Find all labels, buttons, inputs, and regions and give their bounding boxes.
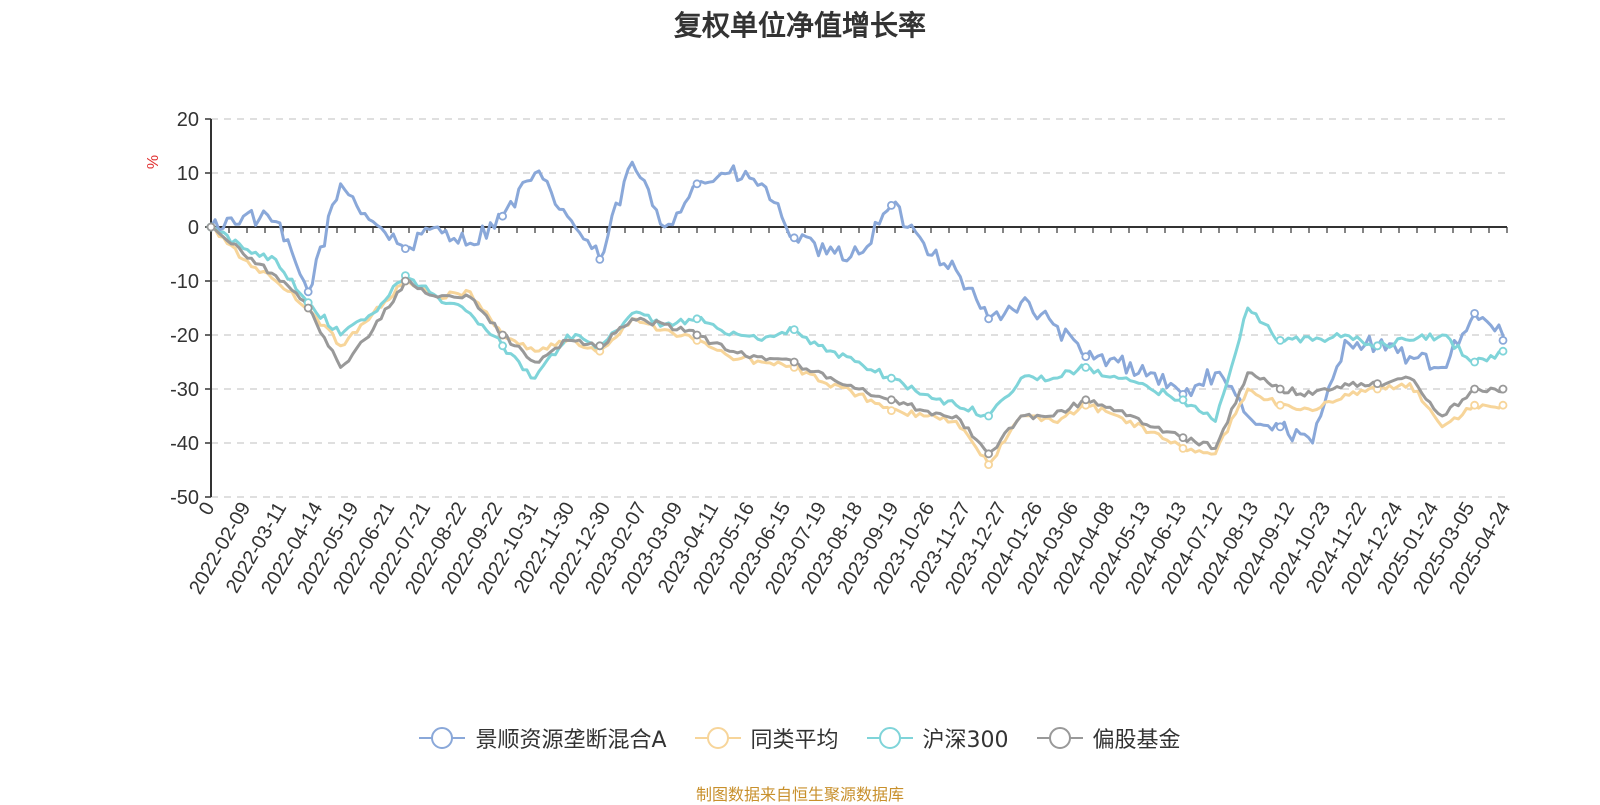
series-line bbox=[210, 225, 1505, 467]
data-point bbox=[887, 406, 896, 416]
data-source-note: 制图数据来自恒生聚源数据库 bbox=[695, 785, 904, 804]
data-point bbox=[1470, 357, 1479, 367]
axes: 20100-10-20-30-40-5002022-02-092022-03-1… bbox=[170, 109, 1515, 598]
legend-item-csi300[interactable]: 沪深300 bbox=[866, 722, 1009, 754]
data-point bbox=[400, 244, 410, 254]
y-tick-label: -30 bbox=[170, 379, 199, 401]
data-point bbox=[692, 314, 702, 324]
y-tick-label: 0 bbox=[188, 217, 199, 239]
data-point bbox=[595, 341, 605, 351]
y-tick-label: -40 bbox=[170, 433, 199, 455]
data-point bbox=[595, 254, 605, 264]
data-point bbox=[1498, 400, 1508, 410]
data-point bbox=[1178, 395, 1188, 405]
y-axis-unit-label: % bbox=[145, 155, 162, 169]
data-point bbox=[1275, 422, 1285, 432]
data-point bbox=[1178, 443, 1188, 453]
data-point bbox=[1470, 400, 1479, 410]
legend-label: 偏股基金 bbox=[1092, 728, 1181, 753]
data-point bbox=[1275, 384, 1285, 394]
series-line bbox=[209, 160, 1505, 445]
data-point bbox=[303, 303, 313, 313]
data-point bbox=[789, 325, 799, 335]
legend-line-circle-icon bbox=[419, 727, 466, 749]
series-lines bbox=[209, 160, 1505, 467]
data-point bbox=[789, 233, 799, 243]
data-point bbox=[303, 287, 313, 297]
data-point bbox=[1275, 400, 1285, 410]
data-point bbox=[1498, 335, 1508, 345]
y-tick-label: -20 bbox=[170, 325, 199, 347]
data-point bbox=[498, 330, 508, 340]
data-point bbox=[400, 276, 410, 286]
legend-line-circle-icon bbox=[1036, 727, 1083, 749]
data-point bbox=[498, 341, 508, 351]
legend-item-fund[interactable]: 景顺资源垄断混合A bbox=[419, 722, 667, 754]
data-point bbox=[887, 373, 896, 383]
y-tick-label: 10 bbox=[177, 163, 199, 185]
data-point bbox=[1373, 379, 1382, 389]
data-point bbox=[1081, 362, 1091, 372]
y-tick-label: -50 bbox=[170, 487, 199, 509]
data-point bbox=[984, 449, 993, 459]
data-point bbox=[1081, 352, 1091, 362]
y-tick-label: 20 bbox=[177, 109, 199, 131]
legend-label: 沪深300 bbox=[922, 728, 1009, 753]
data-point bbox=[1498, 346, 1508, 356]
data-point bbox=[1470, 384, 1479, 394]
data-point bbox=[206, 222, 216, 232]
legend-line-circle-icon bbox=[694, 727, 741, 749]
y-tick-label: -10 bbox=[170, 271, 199, 293]
data-point bbox=[887, 200, 896, 210]
data-point bbox=[692, 179, 702, 189]
data-point bbox=[984, 460, 993, 470]
legend-line-circle-icon bbox=[866, 727, 913, 749]
data-point bbox=[1081, 395, 1091, 405]
legend-label: 同类平均 bbox=[750, 728, 839, 753]
data-point bbox=[692, 330, 702, 340]
chart-title: 复权单位净值增长率 bbox=[673, 9, 926, 42]
series-line bbox=[210, 225, 1505, 456]
legend-item-peer-average[interactable]: 同类平均 bbox=[694, 722, 839, 754]
data-point bbox=[1470, 308, 1479, 318]
data-point bbox=[498, 211, 508, 221]
legend: 景顺资源垄断混合A 同类平均 沪深300 偏股基金 bbox=[0, 722, 1600, 754]
data-point bbox=[1275, 335, 1285, 345]
series-markers bbox=[206, 179, 1508, 470]
data-point bbox=[984, 314, 993, 324]
data-point bbox=[1178, 433, 1188, 443]
legend-item-equity-funds[interactable]: 偏股基金 bbox=[1036, 722, 1181, 754]
data-point bbox=[887, 395, 896, 405]
data-point bbox=[984, 411, 993, 421]
x-tick-label: 0 bbox=[195, 499, 220, 520]
data-point bbox=[1373, 341, 1382, 351]
legend-label: 景顺资源垄断混合A bbox=[475, 728, 667, 753]
data-point bbox=[1498, 384, 1508, 394]
data-point bbox=[789, 357, 799, 367]
series-line bbox=[210, 225, 1505, 423]
